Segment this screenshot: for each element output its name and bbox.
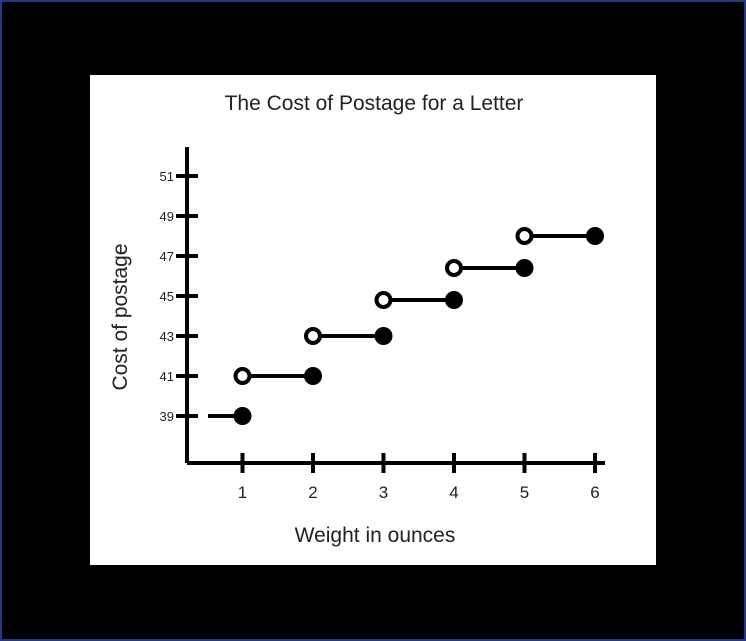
open-point	[445, 259, 463, 277]
closed-point	[586, 227, 604, 245]
y-tick-label: 45	[160, 289, 174, 304]
y-tick-label: 41	[160, 369, 174, 384]
x-tick-label: 4	[449, 483, 458, 502]
closed-point	[515, 259, 534, 277]
x-tick-label: 5	[520, 483, 529, 502]
chart-panel: The Cost of Postage for a Letter Weight …	[90, 75, 656, 565]
x-tick-label: 6	[590, 483, 599, 502]
y-tick-label: 39	[160, 409, 174, 424]
y-tick-label: 47	[160, 249, 174, 264]
closed-point	[445, 291, 463, 309]
open-point	[515, 227, 534, 245]
x-ticks: 1 2 3 4 5 6	[238, 453, 600, 502]
closed-point	[304, 367, 322, 385]
step-chart: The Cost of Postage for a Letter Weight …	[109, 92, 605, 547]
y-tick-label: 43	[160, 329, 174, 344]
closed-point	[374, 327, 393, 345]
step-segments	[208, 227, 604, 425]
y-ticks: 39 41 43 45 47 49 51	[160, 169, 198, 424]
x-tick-label: 2	[308, 483, 317, 502]
y-tick-label: 49	[160, 209, 174, 224]
chart-title: The Cost of Postage for a Letter	[225, 92, 524, 115]
x-axis-label: Weight in ounces	[295, 524, 456, 547]
open-point	[233, 367, 252, 385]
closed-point	[233, 407, 252, 425]
axes	[185, 147, 605, 465]
x-tick-label: 3	[379, 483, 388, 502]
x-tick-label: 1	[238, 483, 247, 502]
open-point	[374, 291, 393, 309]
y-axis-label: Cost of postage	[109, 243, 132, 390]
open-point	[304, 327, 322, 345]
y-tick-label: 51	[160, 169, 174, 184]
